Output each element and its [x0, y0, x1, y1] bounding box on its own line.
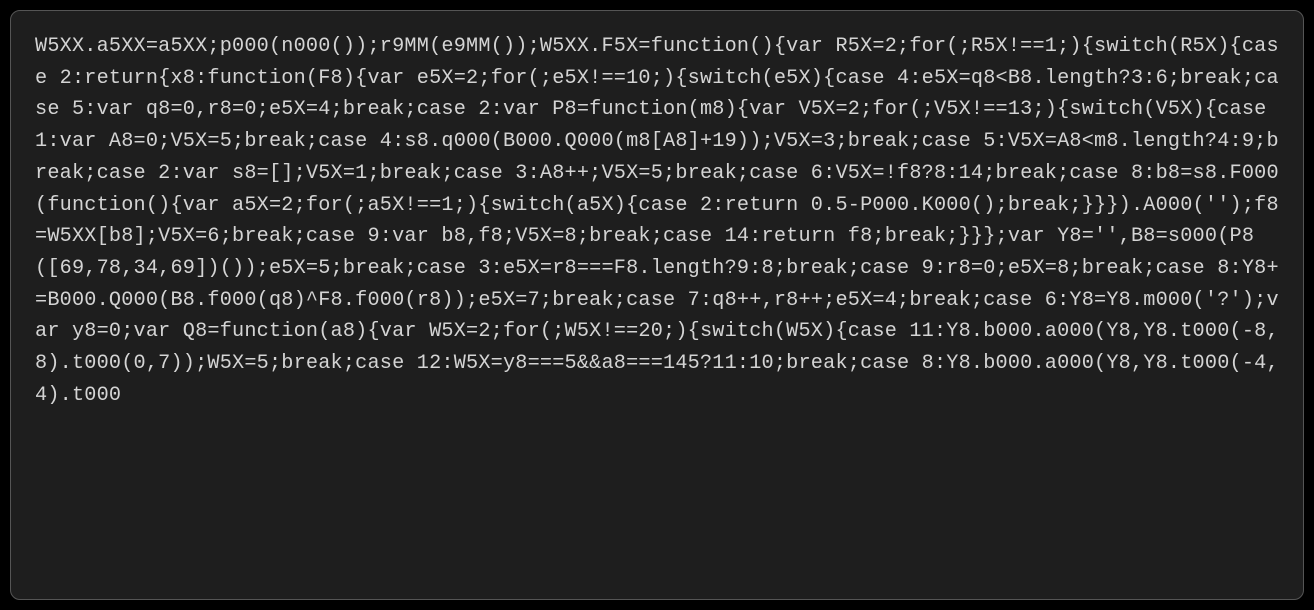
- code-text: W5XX.a5XX=a5XX;p000(n000());r9MM(e9MM())…: [35, 31, 1279, 412]
- code-block-container: W5XX.a5XX=a5XX;p000(n000());r9MM(e9MM())…: [10, 10, 1304, 600]
